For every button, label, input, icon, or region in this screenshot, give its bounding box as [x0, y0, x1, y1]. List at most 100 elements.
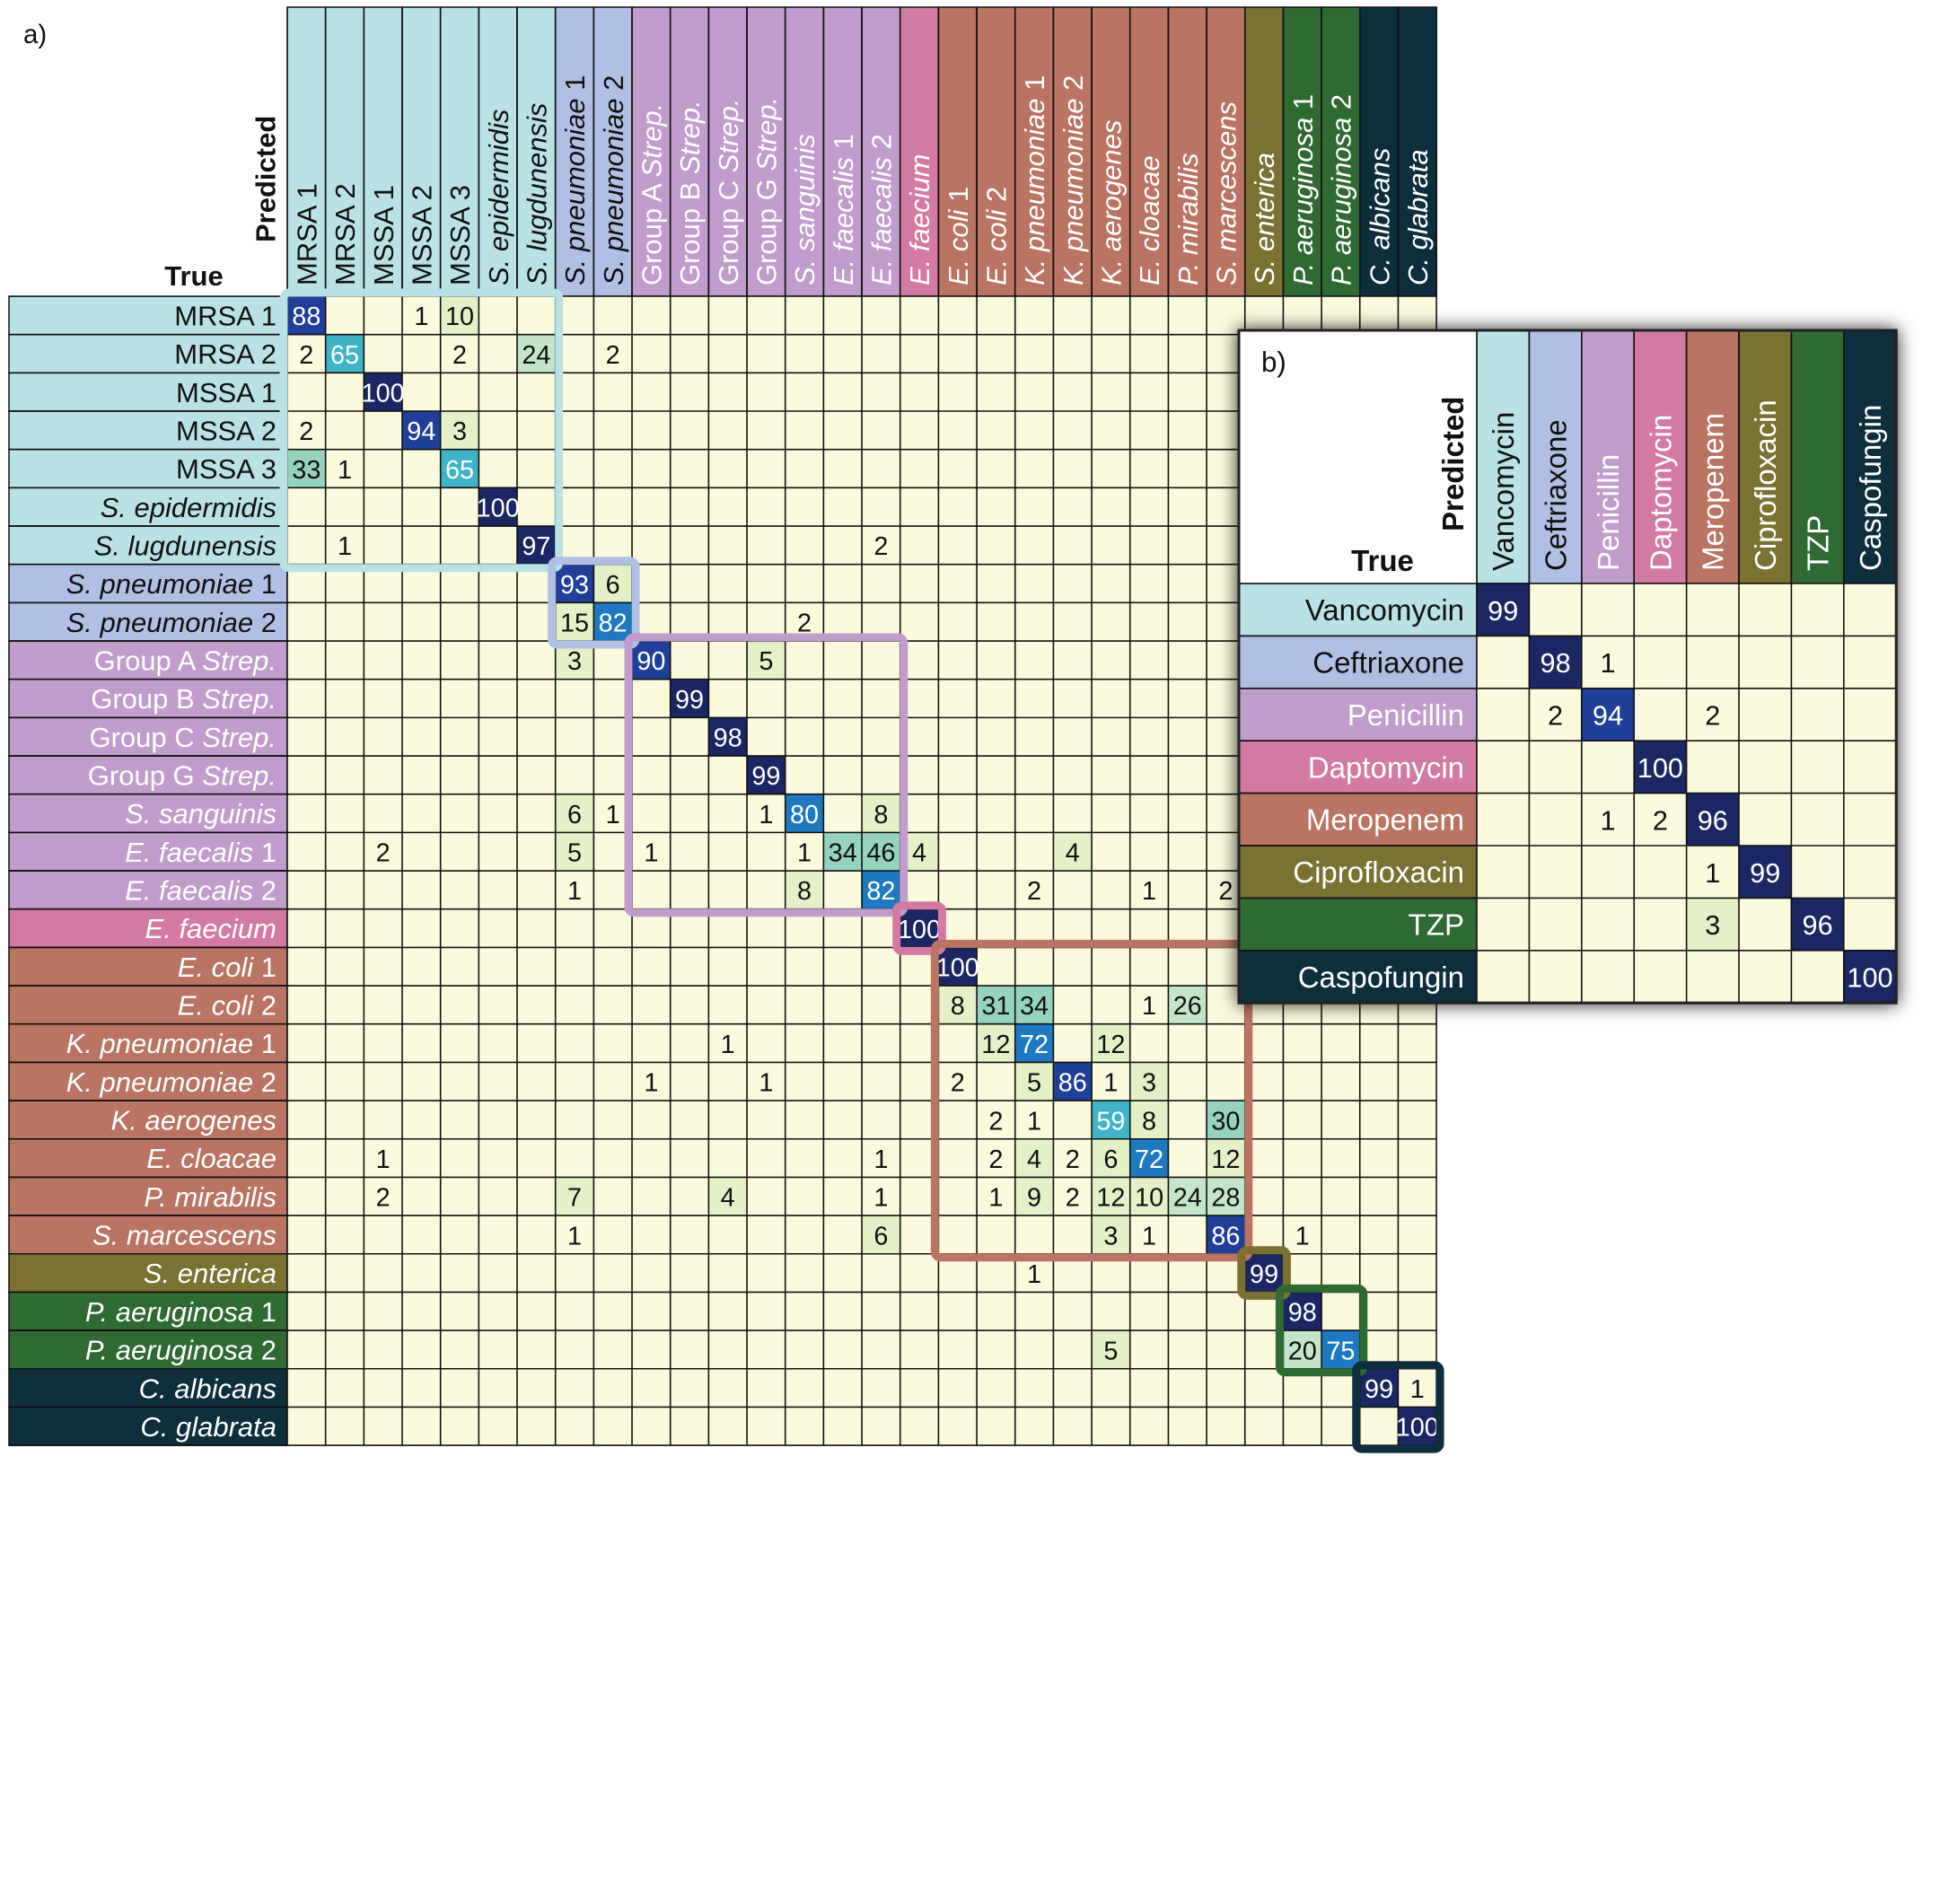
a-value-r15-c22: 1: [1142, 877, 1156, 906]
a-col-header-mrsa-2: [324, 6, 365, 297]
a-row-label-k-pneumoniae-1: K. pneumoniae 1: [66, 1028, 277, 1059]
b-col-label-meropenem: Meropenem: [1697, 413, 1730, 571]
group-box-faecium: [892, 901, 946, 955]
a-value-r22-c18: 2: [988, 1145, 1003, 1174]
a-value-r19-c21: 12: [1096, 1031, 1125, 1059]
a-row-header-e-faecalis-1: [8, 831, 288, 872]
a-value-r15-c15: 82: [866, 877, 895, 906]
a-value-r19-c19: 72: [1020, 1031, 1049, 1059]
a-row-label-mrsa-1: MRSA 1: [174, 300, 277, 331]
a-value-r14-c15: 46: [866, 839, 895, 868]
a-value-r3-c3: 94: [407, 417, 435, 446]
a-row-header-e-coli-2: [8, 985, 288, 1025]
a-cell-r14-c7: [555, 832, 594, 872]
panel-a-confusion-matrix: MRSA 1 MRSA 2 MSSA 1 MSSA 2 MSSA 3 S. epiderm…: [8, 6, 1444, 1453]
a-value-r24-c7: 1: [567, 1222, 582, 1250]
a-value-r28-c29: 1: [1410, 1375, 1425, 1404]
a-cell-r8-c8: [593, 602, 633, 642]
a-cell-r8-c7: [555, 602, 594, 642]
a-col-label-e-faecalis-2: E. faecalis 2: [866, 134, 898, 285]
b-col-header-ceftriaxone: [1528, 329, 1583, 584]
a-col-label-s-epidermidis: S. epidermidis: [483, 110, 514, 285]
a-cell-r27-c26: [1283, 1330, 1322, 1369]
b-value-r1-c2: 1: [1600, 647, 1615, 679]
a-value-r13-c15: 8: [873, 801, 888, 829]
a-row-label-e-coli-2: E. coli 2: [178, 990, 277, 1022]
a-value-r13-c12: 1: [759, 801, 773, 829]
b-value-r5-c4: 1: [1705, 857, 1720, 889]
a-value-r4-c0: 33: [292, 456, 320, 485]
a-cell-r1-c1: [325, 334, 364, 373]
a-row-label-mrsa-2: MRSA 2: [174, 338, 277, 370]
a-corner: [9, 7, 287, 296]
a-row-header-group-c-strep: [8, 716, 288, 757]
a-value-r14-c14: 34: [829, 839, 857, 868]
a-value-r23-c2: 2: [376, 1184, 391, 1213]
a-cell-r24-c15: [862, 1215, 900, 1254]
b-value-r1-c1: 98: [1541, 647, 1571, 679]
a-value-r15-c7: 1: [567, 877, 582, 906]
a-cell-r18-c17: [938, 986, 978, 1024]
group-box-candida: [1352, 1361, 1444, 1453]
a-row-header-s-marcescens: [8, 1215, 288, 1255]
a-value-r24-c22: 1: [1142, 1222, 1156, 1250]
a-col-label-p-aeruginosa-1: P. aeruginosa 1: [1287, 94, 1319, 285]
a-row-header-e-coli-1: [8, 946, 288, 987]
a-row-label-s-pneumoniae-2: S. pneumoniae 2: [66, 607, 277, 638]
a-cell-r1-c6: [517, 334, 556, 373]
a-row-label-e-faecalis-1: E. faecalis 1: [125, 837, 277, 868]
a-cell-r7-c8: [593, 564, 633, 603]
b-axis-title-true: True: [1351, 544, 1414, 577]
a-col-label-group-a-strep: Group A Strep.: [636, 103, 668, 285]
a-col-header-p-aeruginosa-1: [1282, 6, 1322, 297]
b-row-label-caspofungin: Caspofungin: [1298, 961, 1464, 994]
a-row-label-e-faecalis-2: E. faecalis 2: [125, 875, 277, 907]
a-cell-r14-c20: [1053, 832, 1093, 872]
a-cell-r0-c0: [287, 296, 326, 335]
a-cell-r9-c12: [747, 641, 786, 680]
a-cell-r14-c15: [862, 832, 900, 872]
a-col-label-k-aerogenes: K. aerogenes: [1096, 120, 1128, 285]
b-col-label-caspofungin: Caspofungin: [1854, 405, 1887, 571]
a-col-label-p-mirabilis: P. mirabilis: [1172, 153, 1204, 285]
b-row-label-ciprofloxacin: Ciprofloxacin: [1293, 855, 1464, 889]
a-value-r22-c19: 4: [1027, 1145, 1041, 1174]
a-col-label-k-pneumoniae-2: K. pneumoniae 2: [1058, 75, 1089, 285]
b-value-r3-c3: 100: [1637, 752, 1683, 784]
a-cell-r16-c16: [900, 908, 939, 948]
b-cell-r1-c1: [1529, 636, 1582, 689]
a-cell-r6-c6: [517, 526, 556, 565]
a-col-label-e-coli-1: E. coli 1: [943, 187, 974, 285]
b-value-r2-c1: 2: [1548, 700, 1563, 732]
a-cell-r4-c4: [440, 449, 479, 488]
a-value-r23-c11: 4: [721, 1184, 735, 1213]
a-value-r10-c10: 99: [675, 686, 704, 715]
panel-b-inset-matrix: Vancomycin Ceftriaxone Penicillin Daptomyci…: [1237, 329, 1898, 1005]
b-row-header-meropenem: [1238, 792, 1478, 847]
a-row-header-k-pneumoniae-1: [8, 1022, 288, 1064]
a-value-r21-c18: 2: [988, 1107, 1003, 1136]
a-value-r8-c13: 2: [797, 610, 812, 638]
a-col-header-p-aeruginosa-2: [1321, 6, 1361, 297]
a-value-r25-c25: 99: [1250, 1260, 1278, 1289]
a-col-label-s-enterica: S. enterica: [1249, 153, 1280, 285]
a-col-header-k-pneumoniae-2: [1052, 6, 1093, 297]
a-cell-r13-c7: [555, 794, 594, 833]
a-value-r7-c7: 93: [560, 571, 589, 600]
b-value-r4-c2: 1: [1600, 804, 1615, 836]
a-row-label-mssa-1: MSSA 1: [176, 377, 277, 408]
a-col-header-k-pneumoniae-1: [1014, 6, 1055, 297]
a-row-label-e-cloacae: E. cloacae: [146, 1143, 277, 1174]
a-cell-r20-c19: [1014, 1062, 1054, 1101]
b-cell-r4-c4: [1686, 793, 1739, 846]
a-value-r24-c21: 3: [1103, 1222, 1118, 1250]
a-row-label-s-pneumoniae-1: S. pneumoniae 1: [66, 568, 277, 600]
a-value-r17-c17: 100: [936, 954, 979, 983]
a-value-r9-c9: 90: [636, 647, 665, 676]
a-col-label-mrsa-1: MRSA 1: [291, 183, 322, 285]
a-value-r23-c21: 12: [1096, 1184, 1125, 1213]
b-col-label-daptomycin: Daptomycin: [1644, 415, 1677, 571]
a-col-header-s-sanguinis: [784, 6, 825, 297]
a-value-r14-c20: 4: [1066, 839, 1080, 868]
a-row-label-s-enterica: S. enterica: [144, 1258, 277, 1289]
